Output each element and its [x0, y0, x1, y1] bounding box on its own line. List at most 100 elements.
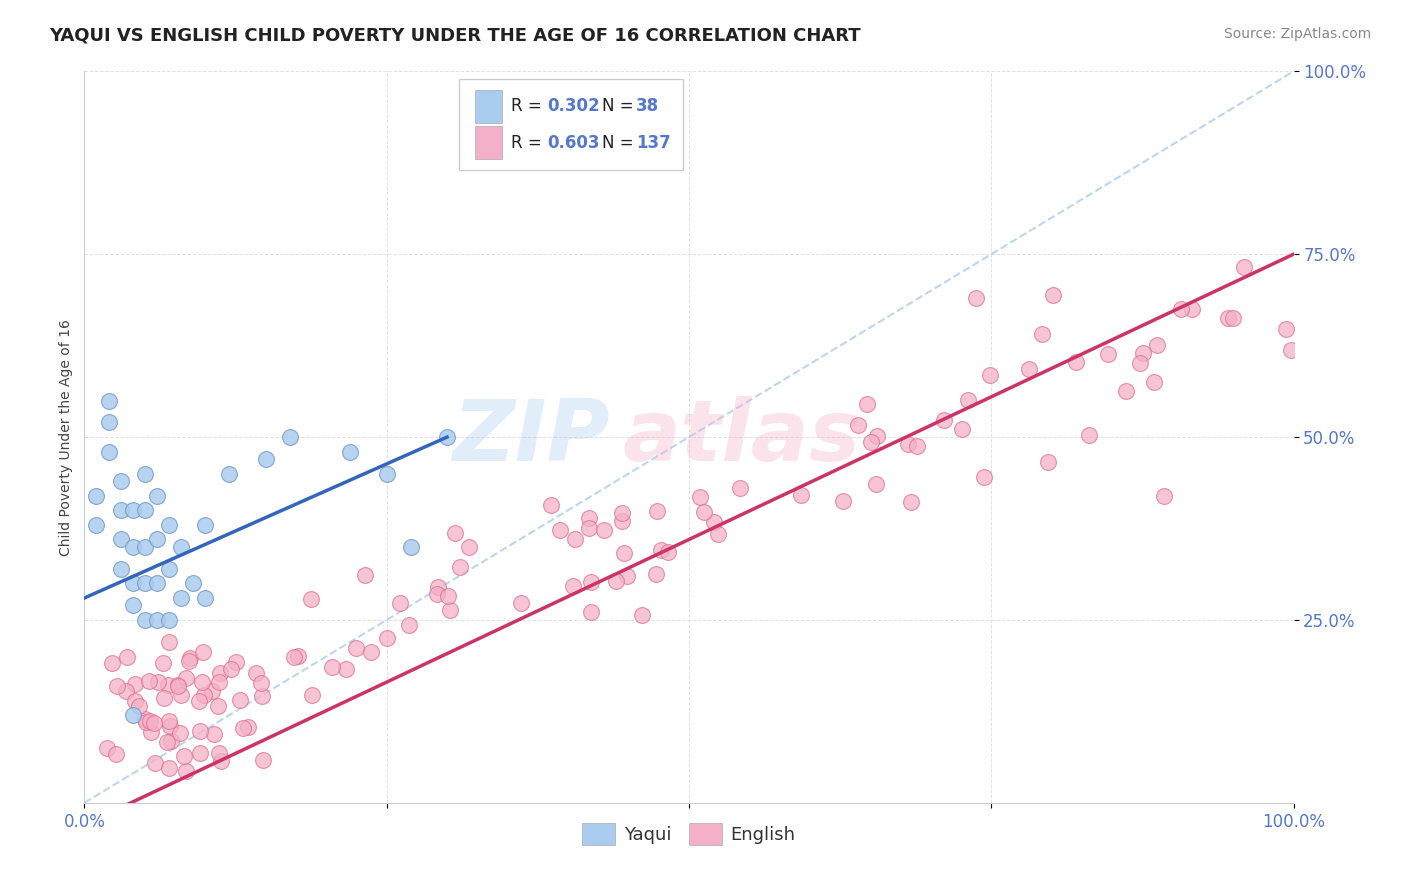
Point [134, 576, 156, 591]
Legend: Yaqui, English: Yaqui, English [575, 816, 803, 852]
Point [973, 470, 995, 484]
Point [252, 690, 274, 704]
Point [581, 606, 603, 620]
Point [146, 489, 169, 503]
Point [159, 734, 181, 748]
Text: YAQUI VS ENGLISH CHILD POVERTY UNDER THE AGE OF 16 CORRELATION CHART: YAQUI VS ENGLISH CHILD POVERTY UNDER THE… [49, 27, 860, 45]
Point [143, 756, 166, 770]
Point [1216, 310, 1239, 325]
Point [157, 562, 180, 576]
Point [146, 576, 169, 591]
Point [191, 675, 214, 690]
Point [905, 438, 928, 452]
Text: N =: N = [602, 97, 638, 115]
Point [218, 467, 240, 481]
Point [979, 368, 1001, 382]
Point [146, 613, 169, 627]
FancyBboxPatch shape [460, 78, 683, 170]
Point [110, 533, 132, 547]
Point [1077, 428, 1099, 442]
Point [1143, 375, 1166, 389]
Point [117, 650, 139, 665]
Point [458, 540, 481, 554]
Point [138, 673, 160, 688]
Point [950, 422, 973, 436]
Point [188, 747, 211, 761]
Point [115, 684, 138, 698]
Point [703, 515, 725, 529]
Point [689, 490, 711, 504]
Point [146, 533, 169, 547]
Point [1132, 345, 1154, 359]
Point [121, 576, 143, 591]
Point [1153, 490, 1175, 504]
Point [134, 540, 156, 554]
Point [86, 517, 108, 532]
Point [157, 517, 180, 532]
Point [449, 559, 471, 574]
Point [728, 481, 751, 495]
Point [436, 430, 458, 444]
Point [143, 715, 166, 730]
Point [105, 680, 128, 694]
Point [1233, 260, 1256, 275]
Point [188, 724, 211, 739]
Text: 0.302: 0.302 [547, 97, 600, 115]
Text: Source: ZipAtlas.com: Source: ZipAtlas.com [1223, 27, 1371, 41]
Point [657, 545, 679, 559]
Point [181, 576, 204, 591]
Point [134, 613, 156, 627]
Point [437, 589, 460, 603]
Point [859, 435, 882, 450]
Point [790, 488, 813, 502]
Point [157, 635, 180, 649]
Point [287, 648, 309, 663]
Point [167, 678, 190, 692]
Point [97, 444, 120, 458]
Point [86, 489, 108, 503]
Point [510, 596, 533, 610]
Point [1222, 311, 1244, 326]
Point [225, 655, 247, 669]
Point [1036, 455, 1059, 469]
Point [135, 715, 157, 730]
Point [283, 650, 305, 665]
Point [540, 498, 562, 512]
Point [110, 562, 132, 576]
Point [610, 506, 633, 520]
Point [156, 735, 179, 749]
Point [616, 568, 638, 582]
Point [193, 688, 215, 702]
Text: 137: 137 [636, 134, 671, 152]
Point [97, 393, 120, 408]
Text: R =: R = [512, 134, 547, 152]
Point [96, 741, 118, 756]
Point [121, 540, 143, 554]
Point [170, 689, 193, 703]
FancyBboxPatch shape [475, 90, 502, 122]
Point [207, 699, 229, 714]
Point [613, 546, 636, 560]
Point [865, 476, 887, 491]
Point [578, 511, 600, 525]
Point [399, 540, 422, 554]
Point [159, 719, 181, 733]
Text: 0.603: 0.603 [547, 134, 600, 152]
Point [1274, 322, 1296, 336]
Point [134, 712, 156, 726]
Point [562, 579, 585, 593]
Point [1115, 384, 1137, 399]
Point [250, 675, 273, 690]
Point [193, 645, 215, 659]
Point [375, 467, 398, 481]
Point [121, 599, 143, 613]
Point [139, 724, 162, 739]
Point [153, 691, 176, 706]
Point [1129, 356, 1152, 370]
Point [592, 523, 614, 537]
Point [650, 542, 672, 557]
Point [167, 679, 190, 693]
Point [934, 413, 956, 427]
Point [1042, 288, 1064, 302]
Point [202, 726, 225, 740]
